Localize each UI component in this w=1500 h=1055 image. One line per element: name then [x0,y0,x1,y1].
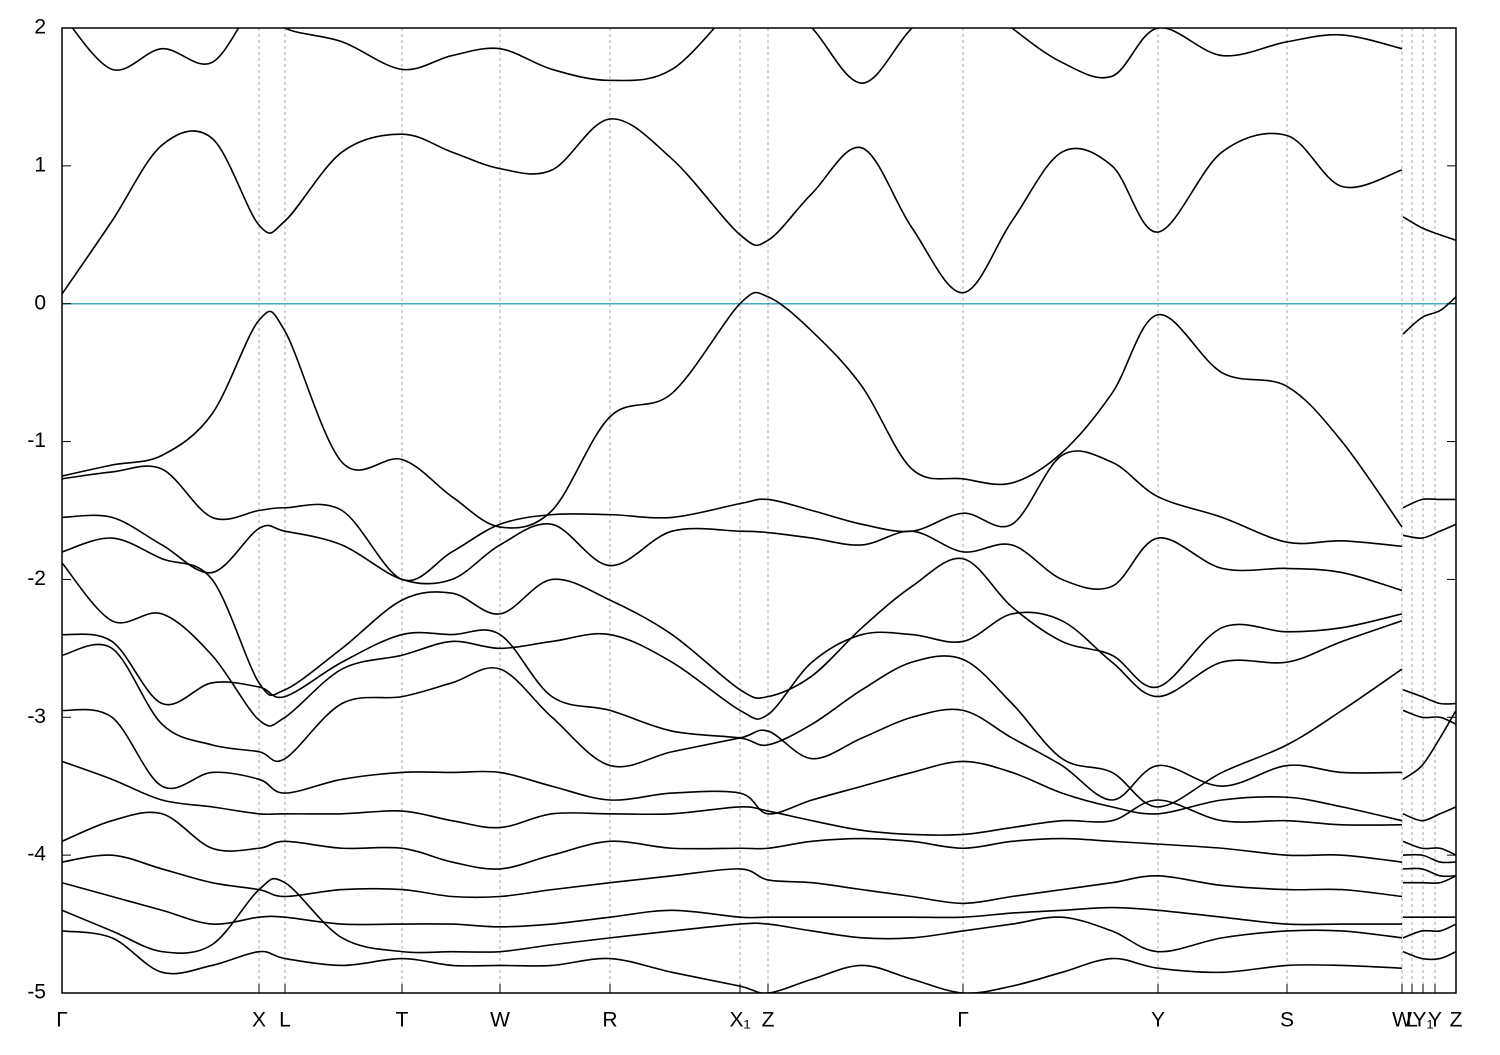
y-tick-label: -1 [27,429,46,452]
band-line [62,811,1456,878]
y-tick-label: -5 [27,981,46,1004]
x-tick-label: X [252,1009,266,1032]
y-tick-label: 1 [34,153,46,176]
x-tick-label: Z [762,1009,775,1032]
y-tick-label: -4 [27,843,46,866]
grid [258,28,1436,993]
band-line [62,760,1456,864]
x-tick-label: W [1392,1009,1412,1032]
band-line [71,28,1403,84]
band-line [62,450,1456,582]
x-tick-label: Z [1450,1009,1463,1032]
y-tick-label: 2 [34,16,46,39]
band-line [62,930,1456,993]
x-tick-label: R [602,1009,617,1032]
band-line [62,708,1456,856]
bands [62,28,1456,993]
plot-frame [61,27,1457,994]
x-tick-label: S [1280,1009,1294,1032]
band-line [62,562,1456,727]
band-line [62,881,1456,928]
x-tick-label: T [396,1009,409,1032]
x-tick-label: Γ [957,1009,969,1032]
y-tick-label: -2 [27,567,46,590]
band-line [62,877,1456,954]
y-tick-label: -3 [27,705,46,728]
band-line [62,291,1456,529]
x-tick-label: L [279,1009,291,1032]
x-tick-label: Y [1151,1009,1165,1032]
x-tick-label: Y [1428,1009,1442,1032]
x-tick-label: L [1406,1009,1418,1032]
band-line [62,118,1456,295]
x-tick-label: X₁ [729,1009,750,1032]
y-tick-label: 0 [34,291,46,314]
band-line [62,854,1456,905]
band-line [62,514,1456,592]
x-tick-label: Y₁ [1412,1009,1433,1032]
x-tick-label: W [490,1009,510,1032]
band-line [62,537,1456,705]
band-line [62,643,1456,822]
x-tick-label: Γ [56,1009,68,1032]
